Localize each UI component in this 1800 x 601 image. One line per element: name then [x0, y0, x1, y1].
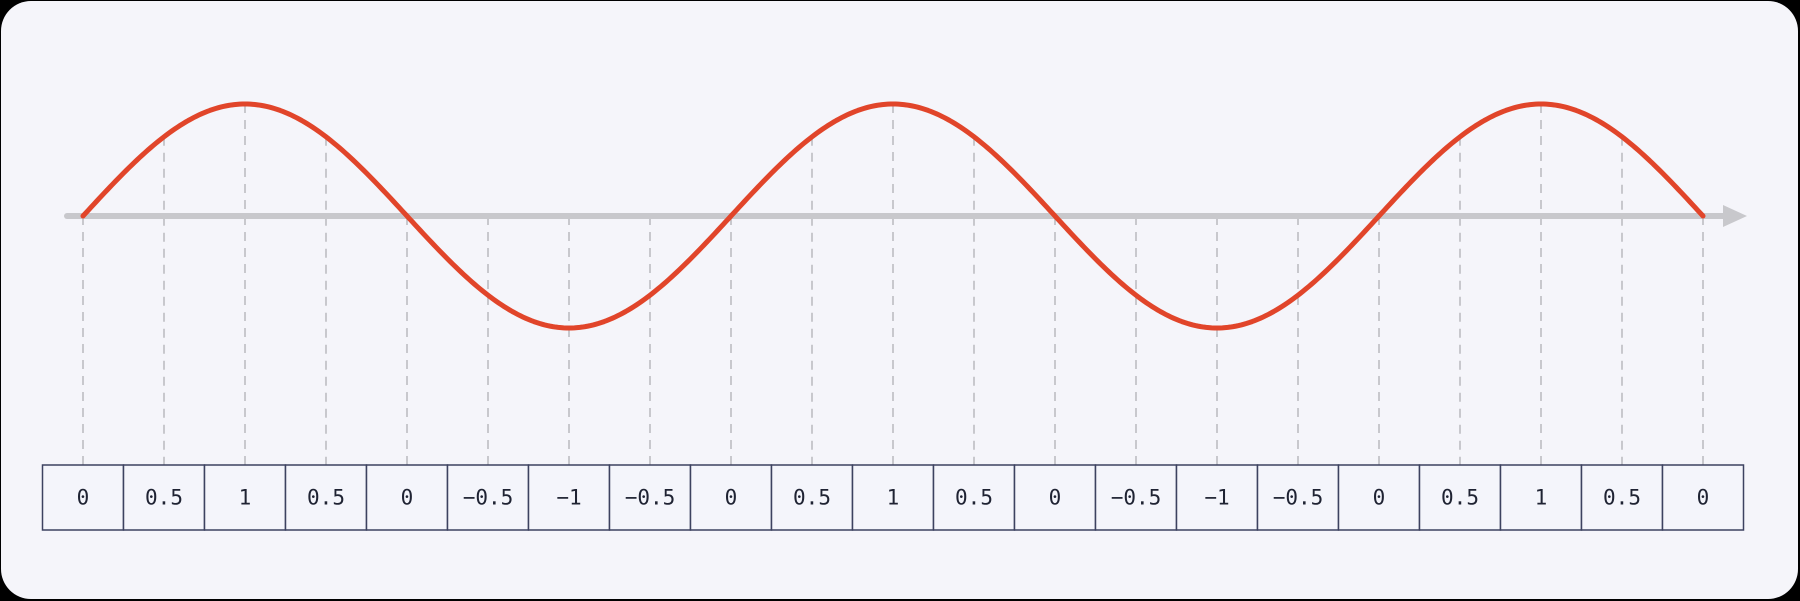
sample-cell: 0 — [1337, 464, 1421, 531]
sample-value-label: 0.5 — [955, 486, 993, 510]
sample-value-label: 0 — [1049, 486, 1062, 510]
sample-cell-box — [851, 464, 935, 531]
sample-value-label: 0 — [1373, 486, 1386, 510]
sample-cell: 0 — [1661, 464, 1745, 531]
sample-cell-box — [608, 464, 692, 531]
sample-cell-box — [1418, 464, 1502, 531]
sample-value-label: 0 — [77, 486, 90, 510]
sample-cell: −1 — [527, 464, 611, 531]
sample-cell: 0.5 — [770, 464, 854, 531]
sample-cell-box — [770, 464, 854, 531]
sample-cell: −0.5 — [1256, 464, 1340, 531]
axis-arrowhead-icon — [1723, 205, 1747, 227]
sample-value-label: 0 — [725, 486, 738, 510]
sine-wave-curve — [80, 101, 1706, 331]
sample-cell-box — [527, 464, 611, 531]
sample-cell: 1 — [203, 464, 287, 531]
sample-cell: 0.5 — [1418, 464, 1502, 531]
sample-cell-box — [203, 464, 287, 531]
sample-cell-box — [1013, 464, 1097, 531]
sample-cell-box — [122, 464, 206, 531]
sample-cell-box — [446, 464, 530, 531]
sample-cell: 0.5 — [284, 464, 368, 531]
sample-cell-box — [689, 464, 773, 531]
sample-cell-box — [1499, 464, 1583, 531]
sample-value-label: 0.5 — [1441, 486, 1479, 510]
sample-cell: −0.5 — [608, 464, 692, 531]
sample-cell: −0.5 — [446, 464, 530, 531]
sample-value-label: 0.5 — [145, 486, 183, 510]
sample-cell: 0.5 — [932, 464, 1016, 531]
sample-value-label: −1 — [1204, 486, 1229, 510]
sample-value-label: −0.5 — [463, 486, 514, 510]
sample-cell-box — [365, 464, 449, 531]
time-axis — [64, 205, 1747, 227]
sample-cell: 1 — [851, 464, 935, 531]
sample-cell: 0 — [1013, 464, 1097, 531]
sample-value-label: 1 — [1535, 486, 1548, 510]
sample-value-label: 0.5 — [307, 486, 345, 510]
sample-cell: −1 — [1175, 464, 1259, 531]
sample-cell-box — [1256, 464, 1340, 531]
sample-cell: 0.5 — [122, 464, 206, 531]
sample-cell: 0 — [41, 464, 125, 531]
sample-value-label: 0.5 — [1603, 486, 1641, 510]
sample-value-label: 0 — [401, 486, 414, 510]
sample-cell: 1 — [1499, 464, 1583, 531]
sample-value-label: −1 — [556, 486, 581, 510]
sample-cell: 0 — [365, 464, 449, 531]
sample-value-label: 0 — [1697, 486, 1710, 510]
sample-cell-box — [284, 464, 368, 531]
sample-value-label: 1 — [887, 486, 900, 510]
sample-value-strip: 0 0.5 1 0.5 0 −0.5 −1 −0.5 0 0.5 1 0.5 0 −0.5 −1 −0.5 0 0… — [41, 464, 1745, 531]
sample-value-label: 0.5 — [793, 486, 831, 510]
sample-cell-box — [1337, 464, 1421, 531]
sample-cell: −0.5 — [1094, 464, 1178, 531]
sample-value-label: −0.5 — [1111, 486, 1162, 510]
sample-cell-box — [1175, 464, 1259, 531]
sample-value-label: 1 — [239, 486, 252, 510]
sample-value-label: −0.5 — [625, 486, 676, 510]
sample-cell-box — [1661, 464, 1745, 531]
sample-cell: 0 — [689, 464, 773, 531]
sample-value-label: −0.5 — [1273, 486, 1324, 510]
sample-cell: 0.5 — [1580, 464, 1664, 531]
sample-guide-lines — [82, 104, 1704, 465]
